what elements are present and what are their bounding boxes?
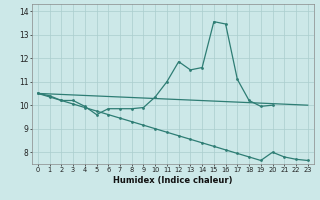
X-axis label: Humidex (Indice chaleur): Humidex (Indice chaleur): [113, 176, 233, 185]
